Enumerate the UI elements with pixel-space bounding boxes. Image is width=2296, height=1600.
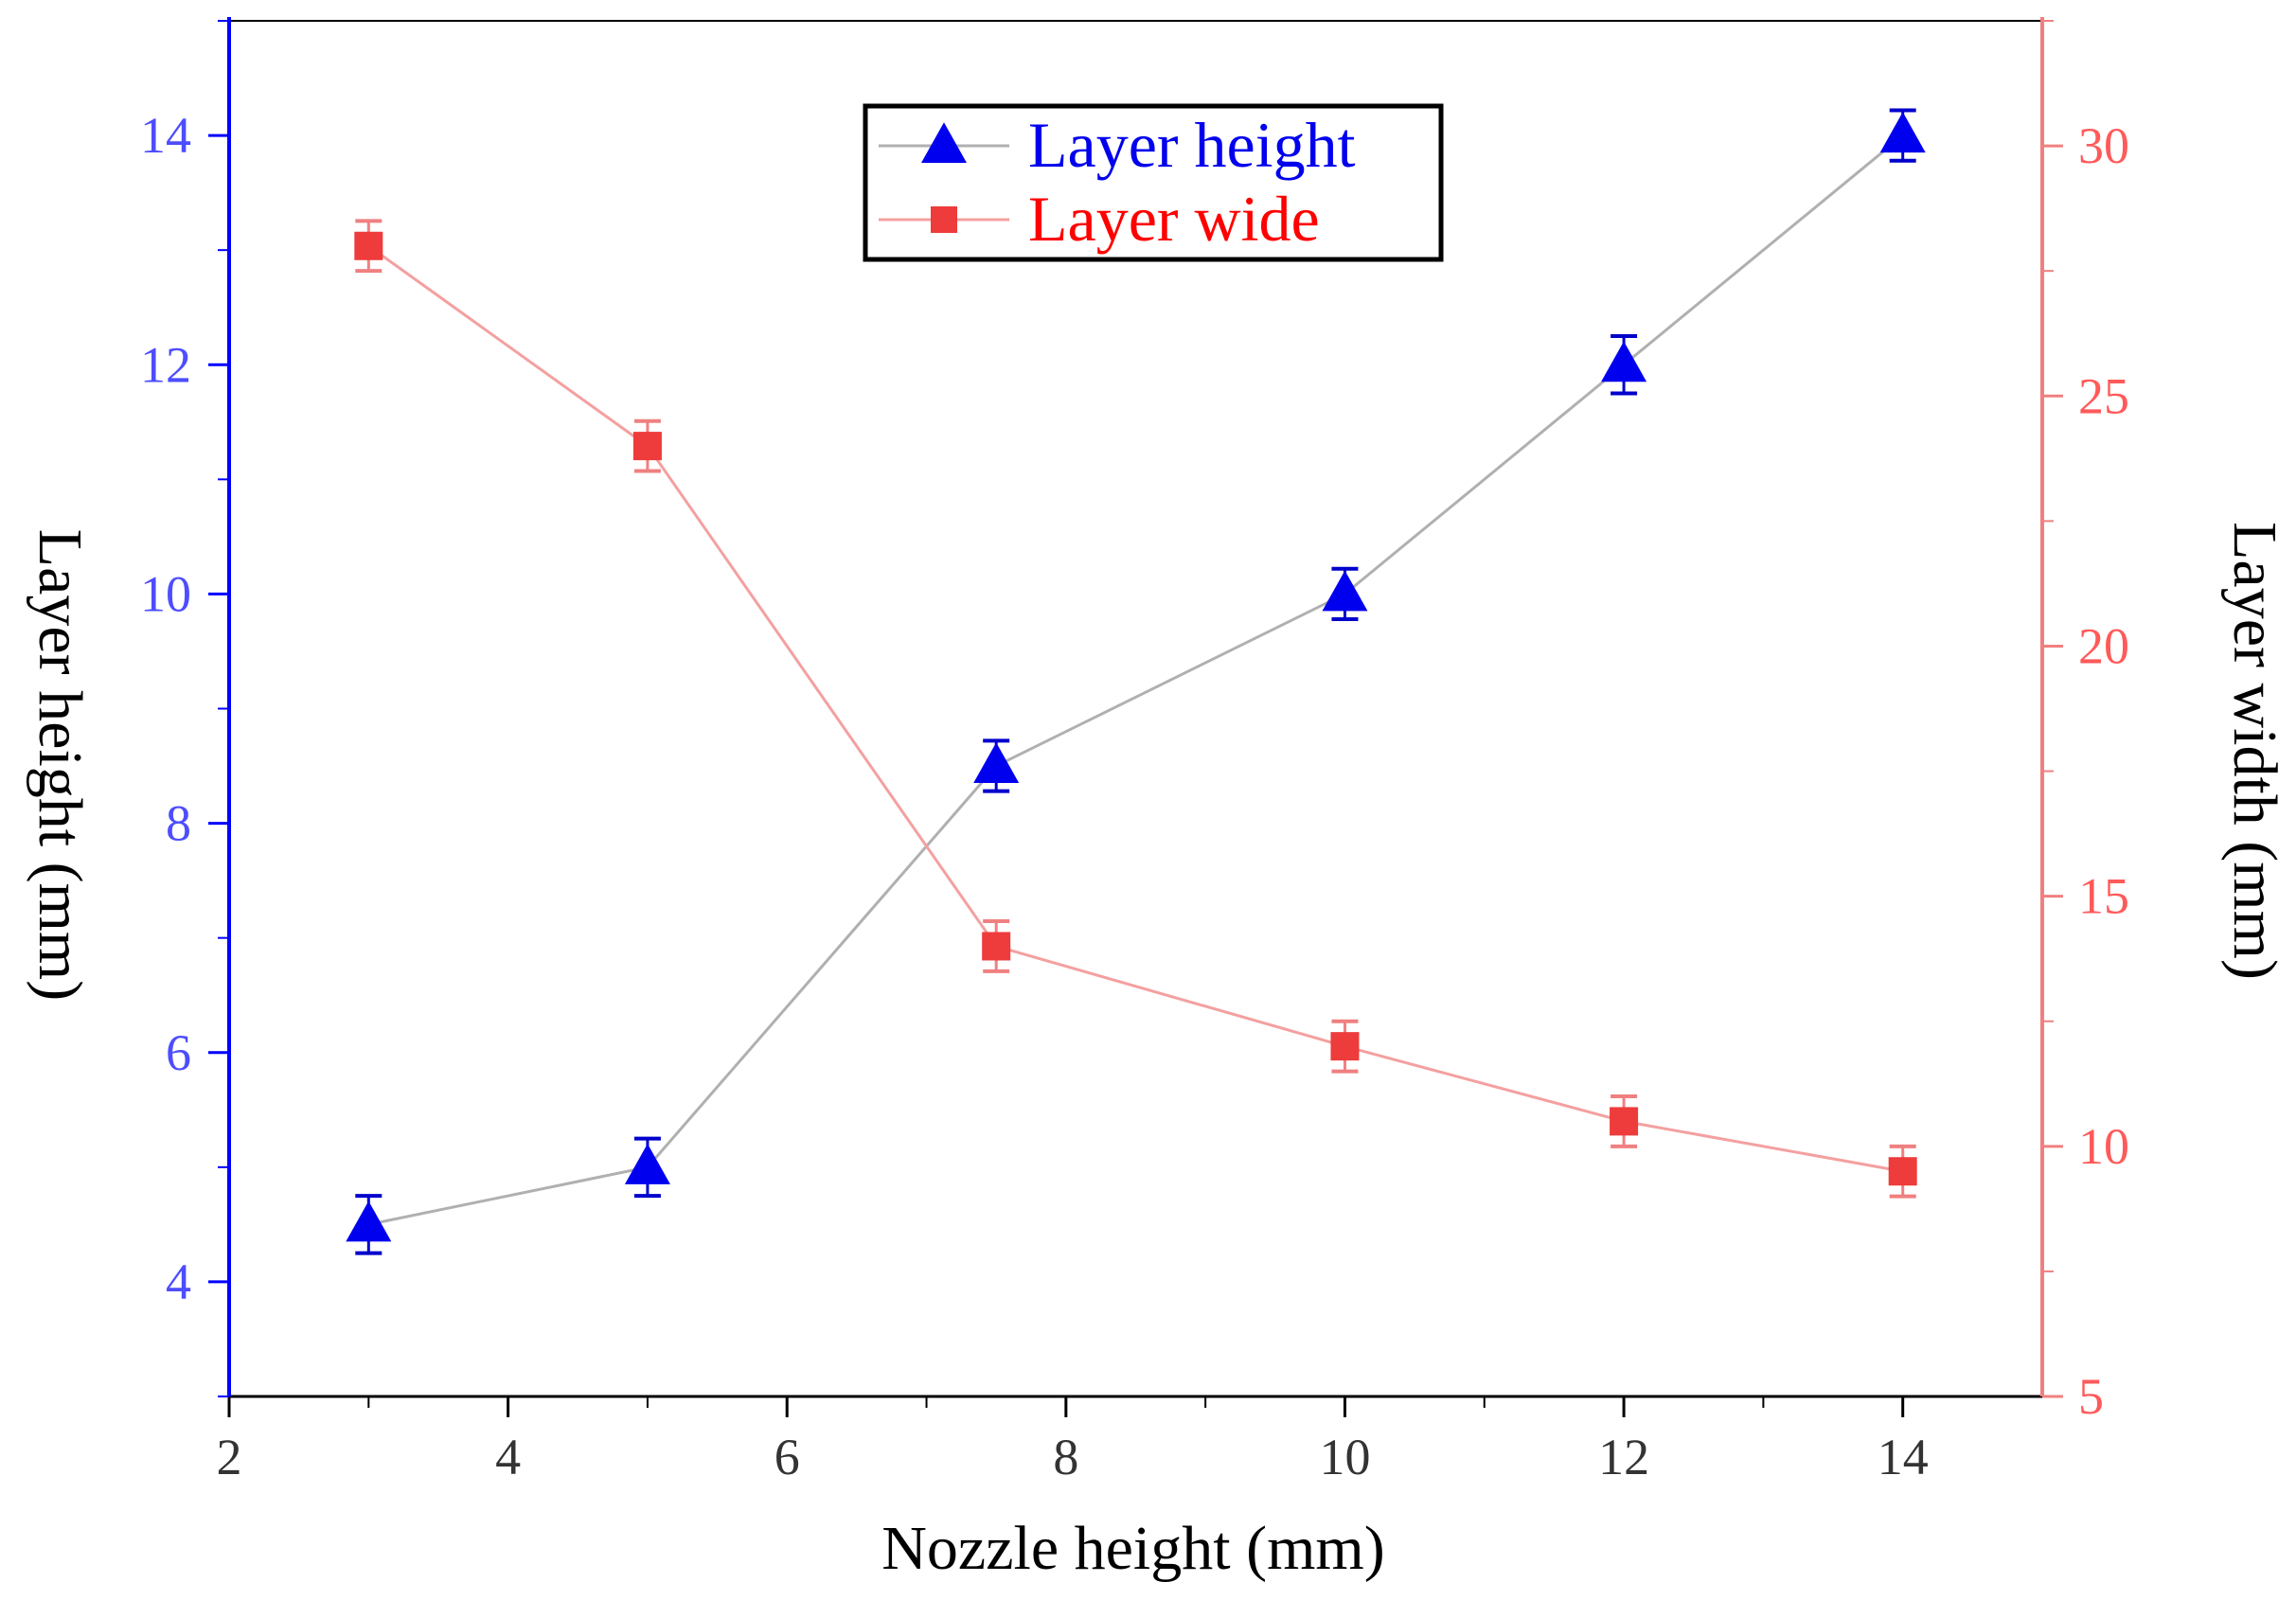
left-y-tick-label: 14 [140,107,191,164]
x-tick-label: 8 [1053,1429,1078,1485]
right-y-tick-label: 30 [2078,117,2129,174]
layer-wide-data-point [632,432,662,461]
right-y-tick-label: 10 [2078,1118,2129,1175]
left-y-tick-label: 12 [140,336,191,393]
x-tick-label: 2 [217,1429,242,1485]
layer-wide-data-point [354,231,383,260]
left-y-axis-label: Layer height (mm) [26,529,95,1001]
legend-layer-wide-label: Layer wide [1028,183,1320,255]
layer-wide-data-point [1610,1107,1639,1136]
legend-layer-wide-marker [931,206,957,233]
x-axis-label: Nozzle height (mm) [881,1514,1384,1583]
legend-box [863,103,1444,262]
right-y-tick-label: 15 [2078,868,2129,925]
layer-wide-series-line [367,244,1903,1173]
x-tick-label: 14 [1878,1429,1929,1485]
layer-height-data-point [1601,341,1647,382]
layer-height-series-line [368,133,1904,1226]
x-tick-label: 10 [1319,1429,1370,1485]
left-y-tick-label: 6 [166,1024,191,1081]
layer-height-data-point [1879,112,1926,153]
layer-height-data-point [1322,570,1368,612]
layer-wide-data-point [1330,1032,1360,1061]
legend-layer-height-label: Layer height [1028,109,1356,181]
layer-height-data-point [346,1200,392,1242]
layer-wide-data-point [1888,1157,1917,1186]
right-y-axis-label: Layer width (mm) [2220,522,2289,980]
right-y-tick-label: 20 [2078,617,2129,674]
x-tick-label: 4 [495,1429,521,1485]
right-y-tick-label: 5 [2078,1368,2104,1425]
x-tick-label: 12 [1598,1429,1649,1485]
right-y-tick-label: 25 [2078,367,2129,424]
left-y-tick-label: 8 [166,795,191,852]
layer-height-data-point [973,742,1020,784]
x-tick-label: 6 [774,1429,800,1485]
left-y-tick-label: 10 [140,565,191,622]
layer-height-data-point [624,1144,670,1184]
left-y-tick-label: 4 [166,1253,191,1310]
layer-wide-data-point [982,932,1011,961]
legend-layer-height-marker [921,122,967,163]
